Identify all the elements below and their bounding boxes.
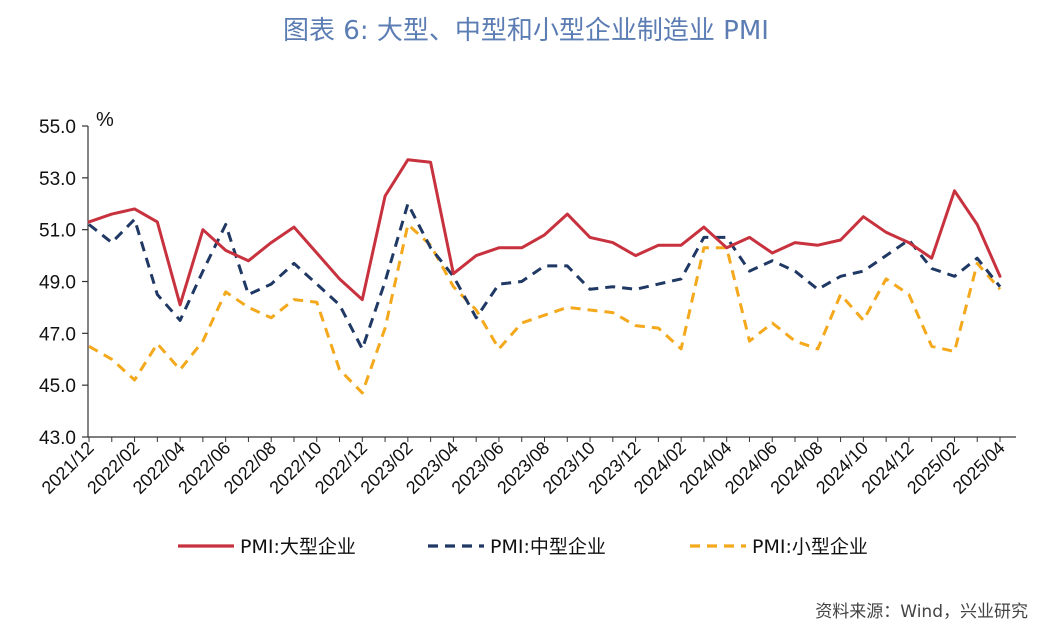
y-tick-label: 51.0 xyxy=(39,221,76,242)
legend-label-small: PMI:小型企业 xyxy=(752,536,868,558)
series-line-large xyxy=(87,158,1002,307)
y-tick-label: 49.0 xyxy=(39,273,76,294)
legend-label-large: PMI:大型企业 xyxy=(240,536,356,558)
y-axis-unit: % xyxy=(96,109,114,131)
y-tick-label: 55.0 xyxy=(39,117,76,138)
legend: PMI:大型企业 PMI:中型企业 PMI:小型企业 xyxy=(178,536,868,558)
series-line-small xyxy=(88,223,1002,395)
series-line-medium xyxy=(88,202,1002,351)
x-tick-labels: 2021/122022/022022/042022/062022/082022/… xyxy=(38,438,1009,498)
y-tick-label: 47.0 xyxy=(39,324,76,345)
series-lines xyxy=(87,158,1002,395)
y-tick-label: 53.0 xyxy=(39,169,76,190)
y-tick-labels: 55.0 53.0 51.0 49.0 47.0 45.0 43.0 xyxy=(39,117,76,449)
y-tick-label: 45.0 xyxy=(39,376,76,397)
y-tick-label: 43.0 xyxy=(39,428,76,449)
legend-label-medium: PMI:中型企业 xyxy=(490,536,606,558)
axes xyxy=(82,125,1016,442)
source-note: 资料来源：Wind，兴业研究 xyxy=(815,602,1028,622)
chart-title: 图表 6: 大型、中型和小型企业制造业 PMI xyxy=(283,16,769,46)
